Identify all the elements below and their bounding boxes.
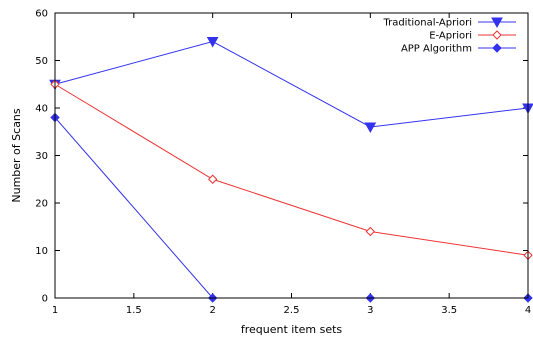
plot-frame — [54, 12, 529, 299]
y-tick-label: 10 — [35, 246, 48, 257]
x-tick-label: 1.5 — [126, 305, 142, 316]
data-point-series-2 — [365, 226, 376, 237]
x-tick-label: 3.5 — [441, 305, 457, 316]
data-point-series-2 — [207, 174, 218, 184]
data-point-series-1 — [206, 37, 219, 48]
y-tick-label: 40 — [35, 104, 48, 115]
legend: Traditional-Apriori E-Apriori APP Algorith… — [382, 17, 516, 55]
y-tick-label: 20 — [35, 199, 48, 210]
legend-marker — [492, 43, 502, 53]
x-tick-label: 2.5 — [284, 305, 300, 316]
y-tick-label: 30 — [35, 151, 48, 162]
legend-label: Traditional-Apriori — [382, 18, 472, 29]
data-point-series-1 — [364, 122, 377, 134]
y-tick-label: 60 — [35, 9, 48, 20]
x-axis-label: frequent item sets — [241, 323, 343, 336]
series-layer — [49, 37, 533, 303]
y-tick-label: 0 — [42, 294, 48, 305]
legend-marker — [492, 30, 502, 40]
y-tick-label: 50 — [35, 56, 48, 67]
series-line-3 — [54, 117, 528, 299]
x-tick-label: 3 — [367, 305, 373, 316]
legend-label: APP Algorithm — [401, 44, 472, 55]
x-tick-label: 1 — [52, 305, 58, 316]
series-line-2 — [54, 83, 529, 256]
y-axis-label: Number of Scans — [10, 108, 23, 203]
x-tick-label: 4 — [525, 305, 531, 316]
series-line-1 — [54, 40, 529, 128]
legend-label: E-Apriori — [429, 31, 472, 42]
legend-marker — [491, 17, 503, 29]
x-tick-label: 2 — [209, 305, 215, 316]
